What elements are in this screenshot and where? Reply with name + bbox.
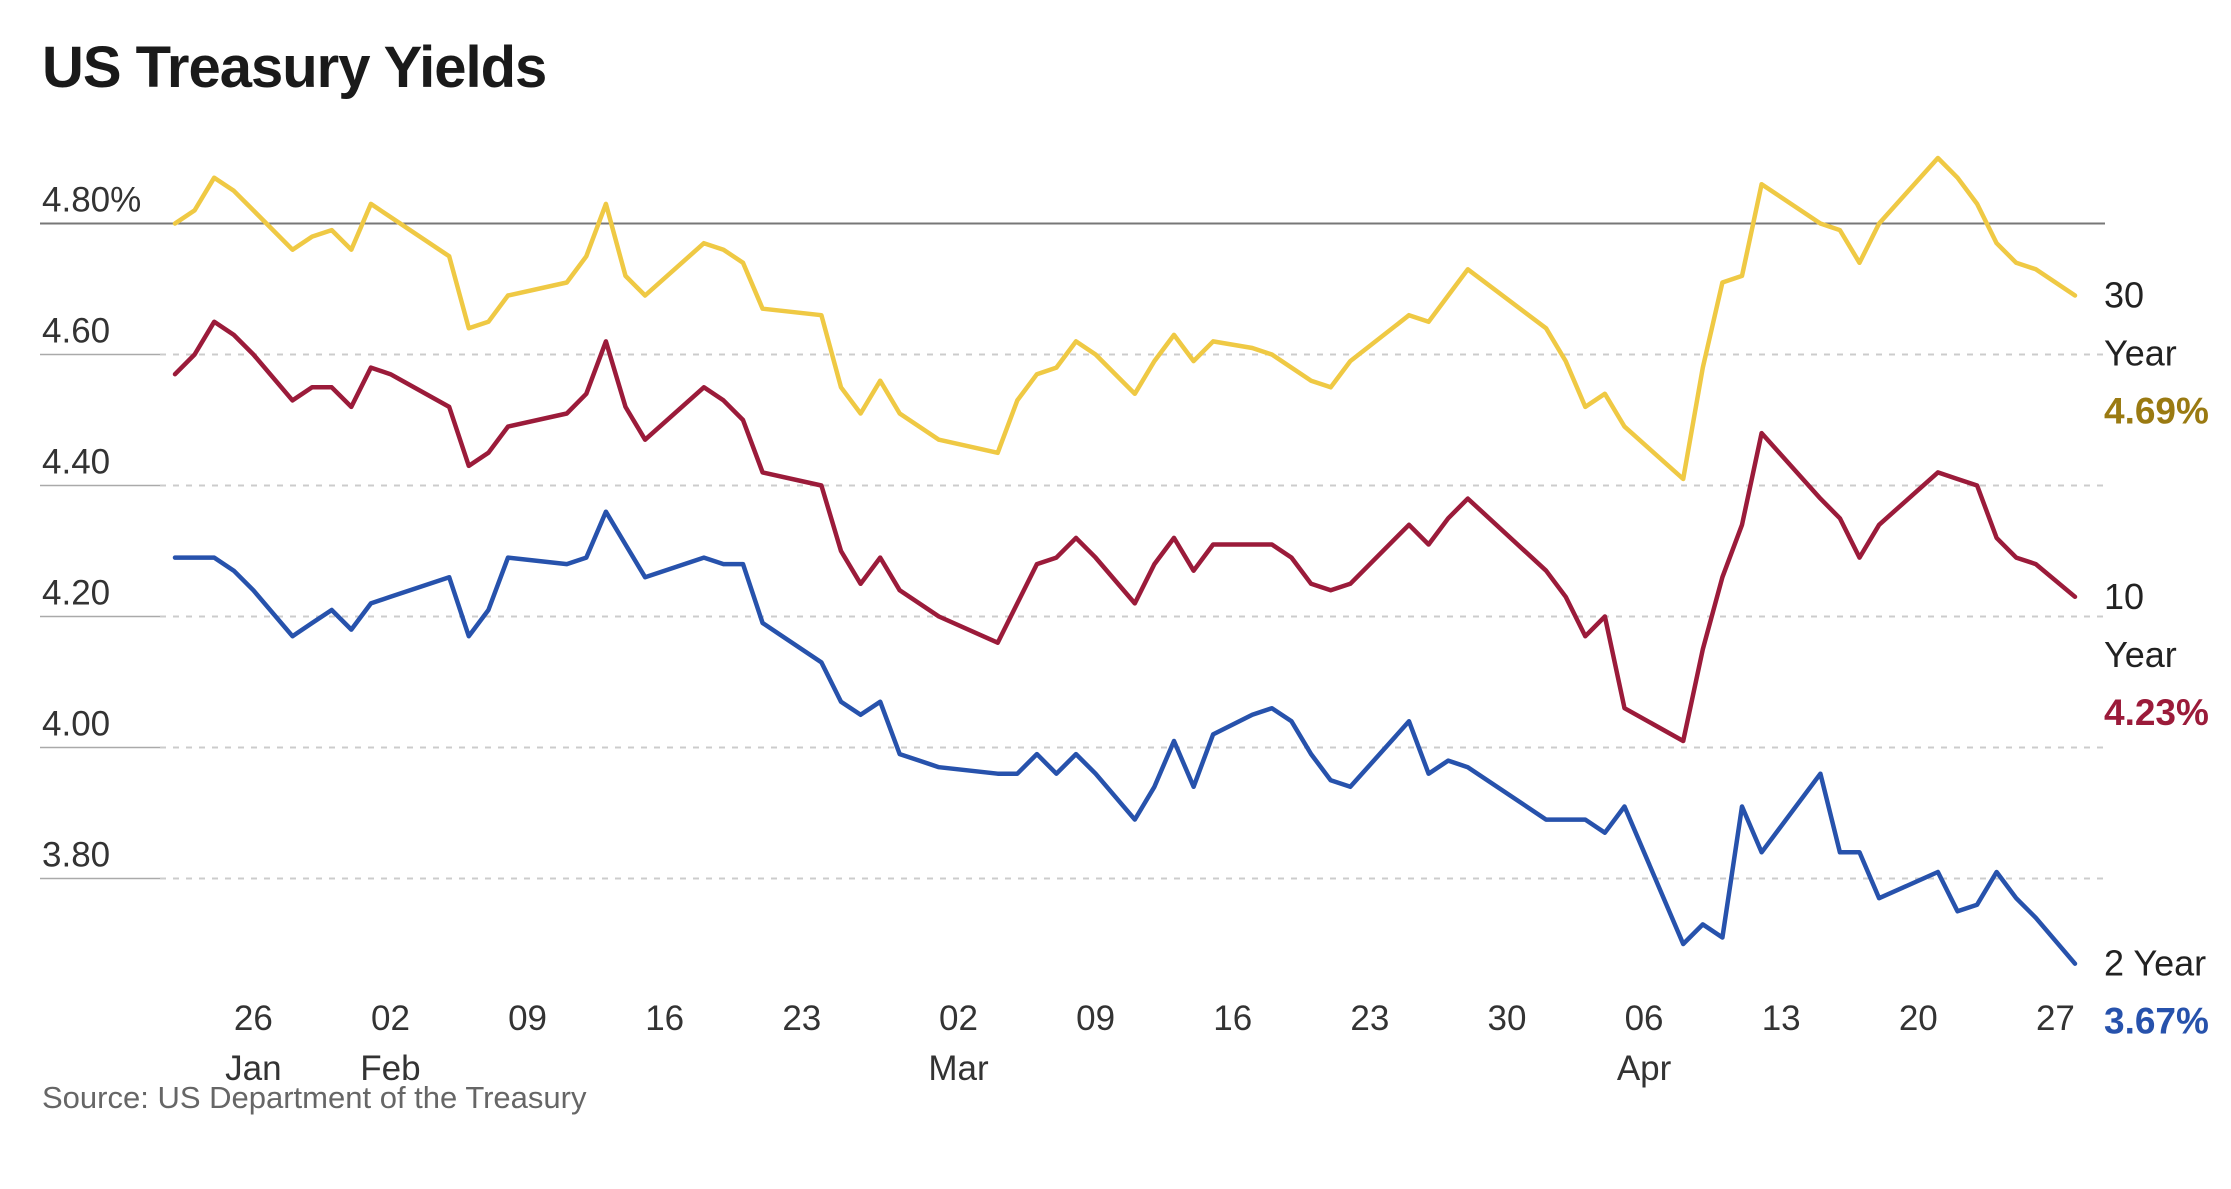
series-line-30-year — [172, 155, 2078, 482]
y-tick-label: 4.60 — [42, 312, 110, 351]
x-tick-label: 06 — [1625, 999, 1664, 1038]
series-labels: 30 Year 4.69% 10 Year 4.23% 2 Year 3.67% — [2104, 275, 2209, 1042]
x-tick-label: 02 — [939, 999, 978, 1038]
y-tick-label: 4.00 — [42, 705, 110, 744]
x-tick-month-label: Feb — [360, 1049, 420, 1088]
series-label: 10 — [2104, 576, 2144, 617]
x-tick-label: 23 — [782, 999, 821, 1038]
source-note: Source: US Department of the Treasury — [42, 1080, 587, 1115]
y-tick-label: 4.20 — [42, 574, 110, 613]
y-tick-label: 3.80 — [42, 836, 110, 875]
x-tick-label: 02 — [371, 999, 410, 1038]
x-tick-label: 09 — [508, 999, 547, 1038]
series-last-value: 3.67% — [2104, 1001, 2209, 1042]
series-last-value: 4.23% — [2104, 692, 2209, 733]
x-tick-label: 16 — [1213, 999, 1252, 1038]
x-tick-label: 23 — [1350, 999, 1389, 1038]
series-line-10-year — [172, 319, 2078, 744]
x-tick-month-label: Jan — [225, 1049, 281, 1088]
chart-title: US Treasury Yields — [42, 35, 547, 100]
grid-lines — [40, 222, 2105, 880]
x-tick-label: 13 — [1762, 999, 1801, 1038]
x-axis-labels: 26 Jan 02 Feb 09 16 23 02 Mar 09 16 23 30 06 Apr 13 20 27 — [225, 999, 2075, 1088]
y-tick-label: 4.80% — [42, 181, 141, 220]
x-tick-label: 30 — [1487, 999, 1526, 1038]
series-label: 2 Year — [2104, 943, 2206, 984]
x-tick-label: 27 — [2036, 999, 2075, 1038]
y-axis-labels: 4.80% 4.60 4.40 4.20 4.00 3.80 — [42, 181, 141, 875]
x-tick-label: 26 — [234, 999, 273, 1038]
series-lines — [172, 155, 2078, 966]
x-tick-label: 09 — [1076, 999, 1115, 1038]
x-tick-label: 20 — [1899, 999, 1938, 1038]
x-tick-label: 16 — [645, 999, 684, 1038]
series-label: Year — [2104, 634, 2177, 675]
series-label: Year — [2104, 333, 2177, 374]
x-tick-month-label: Mar — [928, 1049, 989, 1088]
series-last-value: 4.69% — [2104, 391, 2209, 432]
y-tick-label: 4.40 — [42, 443, 110, 482]
series-label: 30 — [2104, 275, 2144, 316]
series-line-2-year — [172, 509, 2078, 966]
x-tick-month-label: Apr — [1617, 1049, 1672, 1088]
